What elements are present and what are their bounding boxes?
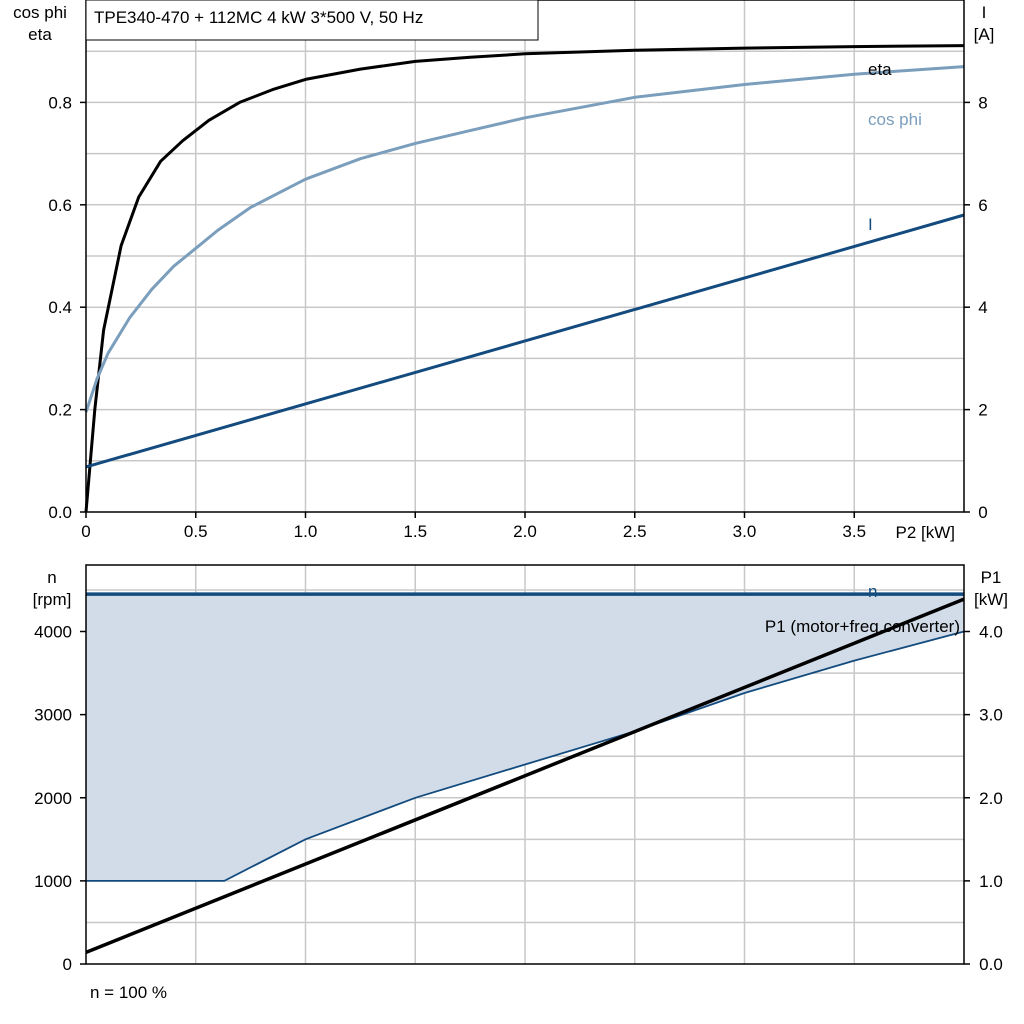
y-right-tick-4-0: 4.0 <box>979 623 1003 642</box>
x-tick-2-0: 2.0 <box>513 522 537 541</box>
bottom-series <box>85 592 965 955</box>
bottom-panel: 0 1000 2000 3000 4000 0.0 1.0 2.0 3.0 4.0 n [rpm… <box>33 564 1008 1002</box>
y-left-tick-2000: 2000 <box>34 789 72 808</box>
series-label-speed: n <box>868 582 877 601</box>
y-left-tick-0-6: 0.6 <box>48 196 72 215</box>
series-label-eta: eta <box>868 60 892 79</box>
bottom-y-right-ticks: 0.0 1.0 2.0 3.0 4.0 <box>964 623 1003 974</box>
speed-range-fill <box>86 594 964 881</box>
top-left-axis-label-line2: eta <box>28 25 52 44</box>
series-label-p1: P1 (motor+freq.converter) <box>765 617 960 636</box>
bottom-y-left-ticks: 0 1000 2000 3000 4000 <box>34 623 86 974</box>
bottom-left-axis-label-line1: n <box>47 568 56 587</box>
y-right-tick-2: 2 <box>978 401 987 420</box>
bottom-left-axis-label-line2: [rpm] <box>33 590 72 609</box>
y-right-tick-3-0: 3.0 <box>979 706 1003 725</box>
y-right-tick-6: 6 <box>978 196 987 215</box>
speed-range-lower-boundary <box>86 630 965 882</box>
series-label-current: I <box>868 215 873 234</box>
chart-title: TPE340-470 + 112MC 4 kW 3*500 V, 50 Hz <box>94 8 423 27</box>
x-tick-1-0: 1.0 <box>294 522 318 541</box>
x-axis-label: P2 [kW] <box>895 523 955 542</box>
top-panel: 0 0.5 1.0 1.5 2.0 2.5 3.0 3.5 0.0 0.2 0.4 0.6 0.8 0… <box>13 0 994 542</box>
top-x-ticks: 0 0.5 1.0 1.5 2.0 2.5 3.0 3.5 <box>81 512 866 541</box>
bottom-right-axis-label-line2: [kW] <box>974 590 1008 609</box>
top-right-axis-label-line2: [A] <box>974 25 995 44</box>
top-y-left-ticks: 0.0 0.2 0.4 0.6 0.8 <box>48 93 86 522</box>
x-tick-2-5: 2.5 <box>623 522 647 541</box>
top-right-axis-label-line1: I <box>982 3 987 22</box>
x-tick-3-5: 3.5 <box>842 522 866 541</box>
y-left-tick-1000: 1000 <box>34 872 72 891</box>
y-left-tick-0-4: 0.4 <box>48 298 72 317</box>
y-left-tick-0: 0 <box>63 955 72 974</box>
speed-note: n = 100 % <box>90 983 167 1002</box>
y-right-tick-2-0: 2.0 <box>979 789 1003 808</box>
y-left-tick-0-0: 0.0 <box>48 503 72 522</box>
y-left-tick-0-8: 0.8 <box>48 93 72 112</box>
top-series <box>84 44 965 513</box>
y-left-tick-3000: 3000 <box>34 706 72 725</box>
bottom-plot-frame <box>85 564 965 965</box>
series-line-i <box>85 213 965 469</box>
top-left-axis-label-line1: cos phi <box>13 3 67 22</box>
series-label-cos-phi: cos phi <box>868 110 922 129</box>
x-tick-0-5: 0.5 <box>184 522 208 541</box>
series-line-eta <box>84 44 965 513</box>
series-line-cos-phi <box>84 65 965 413</box>
y-right-tick-4: 4 <box>978 298 987 317</box>
title-box <box>85 0 539 41</box>
y-right-tick-8: 8 <box>978 93 987 112</box>
y-left-tick-4000: 4000 <box>34 623 72 642</box>
top-grid <box>86 0 964 512</box>
series-line-p1-motor-freq-converter <box>85 597 965 955</box>
y-right-tick-0: 0 <box>978 503 987 522</box>
y-right-tick-0-0: 0.0 <box>979 955 1003 974</box>
x-tick-0: 0 <box>81 522 90 541</box>
y-left-tick-0-2: 0.2 <box>48 401 72 420</box>
bottom-right-axis-label-line1: P1 <box>981 568 1002 587</box>
x-tick-1-5: 1.5 <box>403 522 427 541</box>
top-y-right-ticks: 0 2 4 6 8 <box>964 93 988 522</box>
x-tick-3-0: 3.0 <box>733 522 757 541</box>
y-right-tick-1-0: 1.0 <box>979 872 1003 891</box>
